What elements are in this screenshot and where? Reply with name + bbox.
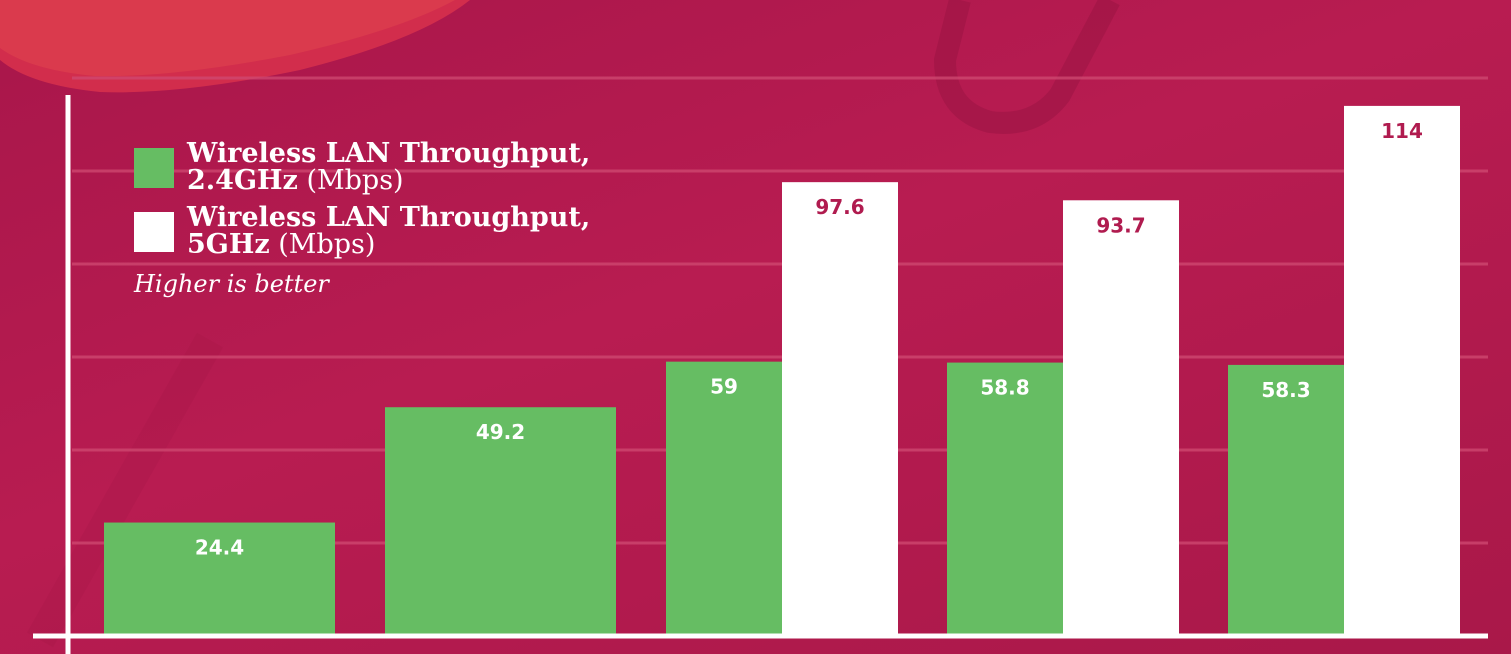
legend-label-24ghz-bold: Wireless LAN Throughput, 2.4GHz: [187, 138, 591, 196]
bar-5ghz: [1344, 105, 1460, 636]
legend-note: Higher is better: [134, 270, 329, 298]
data-label: 114: [1381, 119, 1423, 143]
data-label: 93.7: [1096, 213, 1145, 237]
bar-24ghz: [104, 522, 335, 636]
axes: [33, 95, 1488, 654]
legend-item-5ghz: Wireless LAN Throughput, 5GHz (Mbps): [134, 204, 654, 258]
data-label: 59: [710, 375, 738, 399]
legend-swatch-5ghz: [134, 212, 174, 252]
bars: [104, 105, 1460, 637]
legend-label-24ghz-unit: (Mbps): [297, 165, 404, 196]
data-label: 97.6: [815, 195, 864, 219]
legend-label-5ghz: Wireless LAN Throughput, 5GHz (Mbps): [187, 204, 654, 258]
data-label: 58.8: [980, 376, 1029, 400]
legend-label-5ghz-unit: (Mbps): [269, 229, 376, 260]
decorative-router-highlight: [0, 0, 455, 77]
decorative-plug-outline: [933, 0, 1120, 134]
legend-label-24ghz: Wireless LAN Throughput, 2.4GHz (Mbps): [187, 140, 654, 194]
bar-5ghz: [1063, 200, 1179, 637]
data-label: 49.2: [476, 420, 525, 444]
bar-24ghz: [1228, 364, 1344, 636]
legend-label-5ghz-bold: Wireless LAN Throughput, 5GHz: [187, 202, 591, 260]
legend-swatch-24ghz: [134, 148, 174, 188]
bar-24ghz: [666, 361, 782, 636]
data-label: 58.3: [1261, 378, 1310, 402]
legend: Wireless LAN Throughput, 2.4GHz (Mbps) W…: [134, 140, 654, 298]
bar-24ghz: [385, 407, 616, 636]
legend-item-24ghz: Wireless LAN Throughput, 2.4GHz (Mbps): [134, 140, 654, 194]
bar-5ghz: [782, 182, 898, 636]
bar-24ghz: [947, 362, 1063, 636]
data-labels: 24.4 49.2 59 97.6 58.8 93.7 58.3 114: [195, 119, 1423, 560]
background-decoration: [0, 0, 1120, 648]
data-label: 24.4: [195, 536, 244, 560]
